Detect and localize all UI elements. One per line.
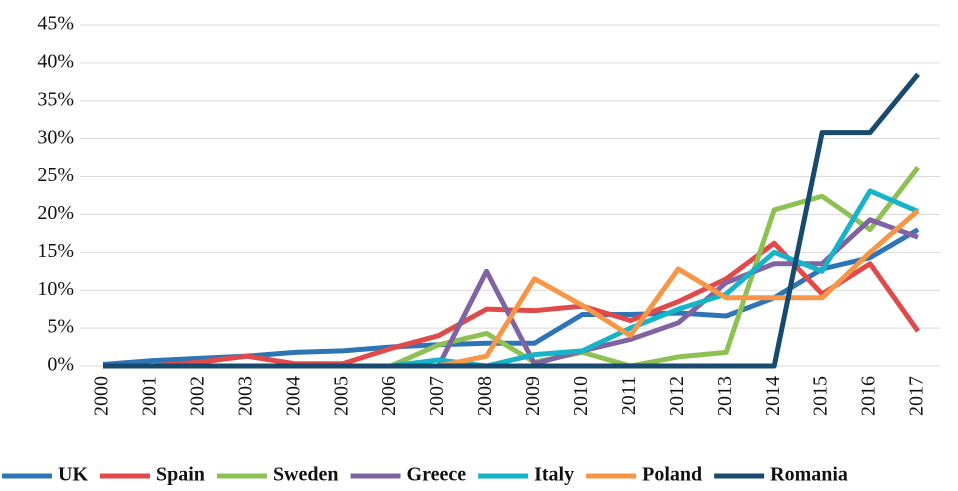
legend-label: Poland [642,464,702,486]
legend-label: Romania [770,464,848,486]
legend-label: Spain [156,464,205,486]
x-tick-label: 2015 [810,376,832,416]
series-line [103,72,920,369]
y-tick-label: 40% [37,50,74,72]
series-line [103,240,921,369]
y-tick-label: 25% [37,164,74,186]
x-tick-label: 2000 [91,376,113,416]
y-tick-label: 30% [37,126,74,148]
x-tick-label: 2004 [282,376,304,416]
x-tick-label: 2007 [426,376,448,416]
legend-label: Greece [407,464,467,486]
y-tick-label: 20% [37,202,74,224]
legend-label: UK [58,464,88,486]
x-tick-label: 2012 [666,376,688,416]
y-tick-label: 45% [37,13,74,35]
x-tick-label: 2013 [714,376,736,416]
y-tick-label: 15% [37,240,74,262]
series-line [103,188,919,369]
x-tick-label: 2017 [906,376,928,416]
y-tick-label: 0% [47,354,74,376]
x-tick-label: 2009 [522,376,544,416]
x-tick-label: 2010 [570,376,592,416]
x-tick-label: 2011 [618,376,640,415]
x-tick-label: 2008 [474,376,496,416]
y-tick-label: 5% [47,316,74,338]
x-tick-label: 2016 [858,376,880,416]
x-tick-label: 2002 [186,376,208,416]
x-tick-label: 2005 [330,376,352,416]
x-tick-label: 2006 [378,376,400,416]
x-tick-label: 2001 [139,376,161,416]
legend-label: Italy [534,464,574,486]
legend-label: Sweden [273,464,339,486]
y-tick-label: 10% [37,278,74,300]
x-tick-label: 2003 [234,376,256,416]
y-tick-label: 35% [37,88,74,110]
x-tick-label: 2014 [762,376,784,416]
